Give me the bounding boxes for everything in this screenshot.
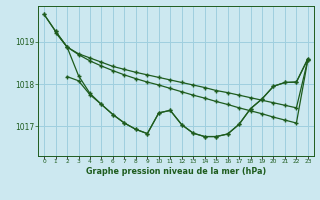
X-axis label: Graphe pression niveau de la mer (hPa): Graphe pression niveau de la mer (hPa) xyxy=(86,167,266,176)
